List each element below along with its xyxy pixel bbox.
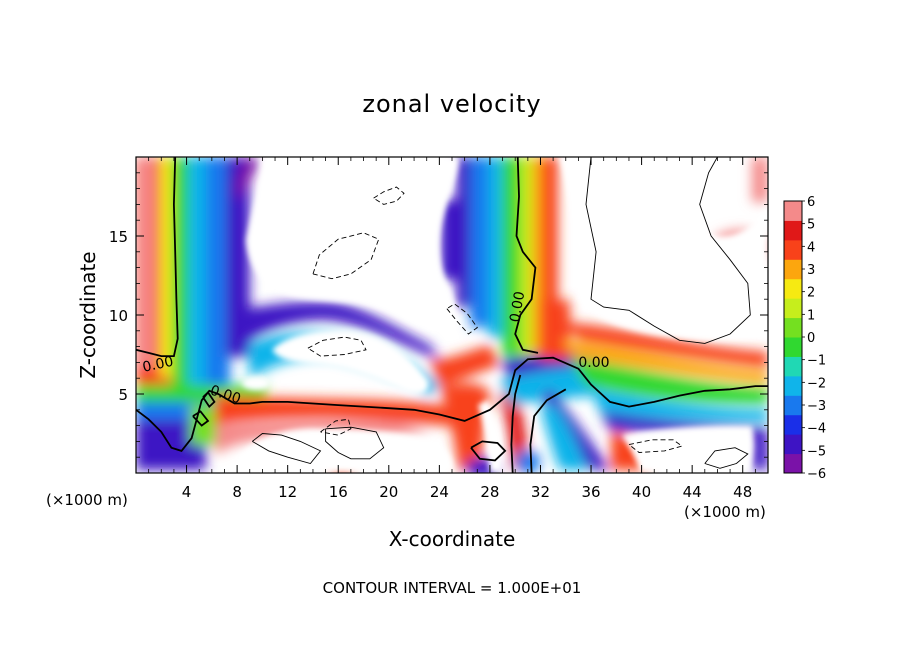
x-tick-label: 40 [632,483,651,501]
colorbar-swatch [784,278,802,299]
x-unit-left: (×1000 m) [46,491,128,509]
contour-line-14 [307,336,367,357]
contour-line-12 [704,447,749,469]
colorbar-tick-label: 6 [807,195,815,210]
contour-line-8 [470,440,507,462]
colorbar-tick-label: 1 [807,308,815,323]
colorbar-swatch [784,298,802,319]
colorbar-swatch [784,395,802,416]
contour-interval-note: CONTOUR INTERVAL = 1.000E+01 [323,579,582,597]
x-tick-label: 48 [733,483,752,501]
contour-line-3 [510,374,522,473]
colorbar-tick-label: −3 [807,399,826,414]
white-cores [232,157,768,472]
contour-line-16 [446,303,478,335]
contour-line-5 [514,157,539,354]
colorbar-swatch [784,259,802,280]
x-axis: 4 8 12 16 20 24 28 32 36 40 44 48 [148,157,756,501]
colorbar-tick-label: 3 [807,263,815,278]
colorbar-tick-label: −4 [807,422,826,437]
x-tick-label: 20 [379,483,398,501]
contour-line-6 [192,410,210,427]
contour-label-4: 0.00 [578,355,609,371]
x-tick-label: 32 [531,483,550,501]
velocity-field [136,157,768,473]
contour-line-9 [585,157,751,344]
x-axis-label: X-coordinate [389,527,516,551]
colorbar-swatch [784,239,802,260]
colorbar-swatch [784,337,802,357]
contour-line-1 [136,157,179,357]
contour-line-10 [252,433,322,465]
colorbar-tick-label: −1 [807,354,826,369]
y-axis-label: Z-coordinate [76,251,100,378]
contour-line-11 [325,426,385,460]
colorbar-labels: 6 5 4 3 2 1 0 −1 −2 −3 −4 −5 −6 [802,195,826,482]
colorbar-swatch [784,317,802,338]
colorbar-tick-label: 0 [807,331,815,346]
colorbar-tick-label: −5 [807,444,826,459]
y-axis: 5 10 15 [109,172,768,458]
colorbar-swatch [784,434,802,455]
colorbar-tick-label: −6 [807,467,826,482]
colorbar-swatch [784,201,802,221]
chart-title: zonal velocity [362,90,541,118]
x-tick-label: 4 [182,483,192,501]
x-tick-label: 36 [581,483,600,501]
colorbar-tick-label: 2 [807,286,815,301]
x-tick-label: 44 [683,483,702,501]
contour-line-7 [202,391,216,408]
colorbar-swatch [784,356,802,377]
x-unit-right: (×1000 m) [684,503,766,521]
x-tick-label: 8 [232,483,242,501]
contour-label-3: 0.00 [507,290,528,323]
colorbar-swatches [784,201,802,474]
contour-label-1: 0.00 [141,354,175,376]
contour-line-4 [529,388,567,473]
colorbar: 6 5 4 3 2 1 0 −1 −2 −3 −4 −5 −6 [783,195,826,482]
colorbar-tick-label: 5 [807,218,815,233]
x-tick-label: 16 [329,483,348,501]
colorbar-swatch [784,414,802,435]
x-tick-label: 12 [278,483,297,501]
contour-lines [136,157,768,473]
y-tick-label: 15 [109,228,128,246]
y-tick-label: 5 [118,386,128,404]
colorbar-swatch [784,220,802,241]
plot-area: 0.000.000.000.00 4 8 12 16 20 24 28 32 36 40 44 48 … [109,156,769,501]
colorbar-tick-label: −2 [807,376,826,391]
contour-line-15 [373,186,405,205]
contour-line-13 [312,232,380,280]
contour-line-17 [628,439,684,453]
colorbar-swatch [784,375,802,396]
y-tick-label: 10 [109,307,128,325]
contour-line-18 [320,418,352,436]
x-tick-label: 28 [480,483,499,501]
colorbar-tick-label: 4 [807,240,815,255]
x-tick-label: 24 [430,483,449,501]
contour-line-2 [136,356,768,452]
colorbar-swatch [784,453,802,474]
